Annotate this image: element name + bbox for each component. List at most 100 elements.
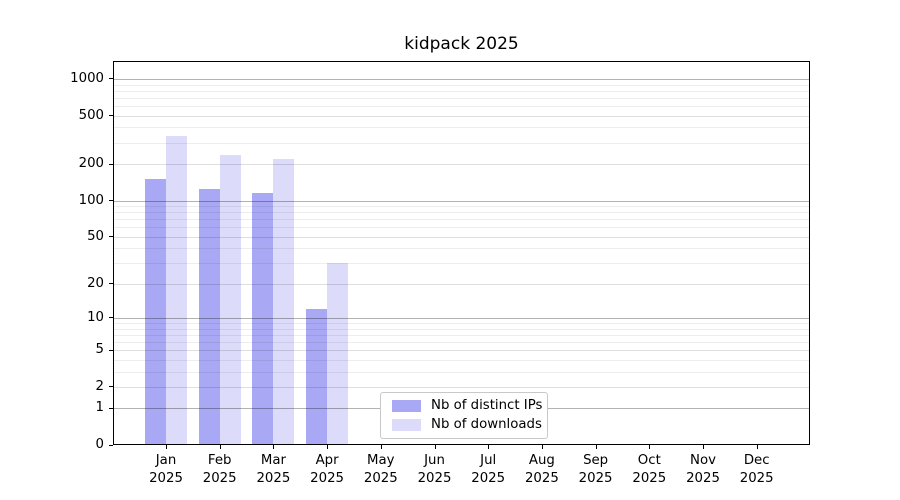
x-tick-month: May (367, 453, 395, 468)
x-tick-mark (380, 445, 382, 449)
x-tick-month: Feb (207, 453, 232, 468)
y-tick-label: 10 (87, 309, 104, 325)
gridline-minor (114, 341, 809, 343)
x-tick-label: Sep 2025 (564, 452, 628, 487)
y-tick-mark (109, 407, 113, 409)
gridline-minor (114, 334, 809, 336)
x-tick-mark (434, 445, 436, 449)
x-tick-year: 2025 (310, 470, 345, 486)
gridline-minor (114, 371, 809, 373)
y-tick-label: 5 (95, 342, 104, 358)
gridline-minor (114, 359, 809, 361)
y-tick-mark (109, 163, 113, 165)
x-tick-label: Jul 2025 (456, 452, 520, 487)
x-tick-label: Dec 2025 (725, 452, 789, 487)
bar-downloads (166, 136, 187, 444)
gridline (114, 283, 809, 285)
y-tick-label: 0 (95, 437, 104, 452)
x-tick-month: Apr (315, 453, 339, 468)
gridline-minor (114, 248, 809, 250)
x-tick-month: Jul (480, 453, 497, 468)
x-tick-month: Dec (743, 453, 770, 468)
bar-downloads (219, 155, 241, 444)
y-tick-mark (109, 444, 113, 446)
gridline (114, 236, 809, 238)
gridline (114, 115, 809, 117)
legend: Nb of distinct IPs Nb of downloads (380, 392, 548, 439)
gridline (114, 164, 809, 165)
y-tick-label: 100 (78, 192, 104, 208)
x-tick-label: Mar 2025 (241, 452, 305, 487)
x-tick-mark (756, 445, 758, 449)
gridline-minor (114, 106, 809, 107)
legend-row: Nb of downloads (388, 416, 542, 435)
y-tick-mark (109, 236, 113, 238)
x-tick-mark (649, 445, 651, 449)
gridline-minor (114, 227, 809, 229)
x-tick-year: 2025 (363, 470, 398, 486)
chart-title: kidpack 2025 (404, 34, 519, 54)
x-tick-month: Mar (260, 453, 286, 468)
x-tick-mark (703, 445, 704, 449)
y-tick-mark (109, 200, 113, 201)
x-tick-month: Jun (424, 453, 445, 468)
x-tick-mark (166, 445, 167, 449)
bar-distinct-ips (306, 309, 328, 444)
y-tick-label: 20 (87, 275, 104, 291)
y-tick-mark (109, 78, 113, 80)
x-tick-label: Aug 2025 (510, 452, 574, 487)
x-tick-label: May 2025 (349, 452, 413, 487)
gridline-minor (114, 206, 809, 207)
x-tick-mark (219, 445, 221, 449)
x-tick-year: 2025 (632, 470, 667, 486)
bar-distinct-ips (252, 193, 274, 444)
gridline (114, 350, 809, 352)
y-tick-label: 500 (78, 107, 104, 123)
x-tick-label: Apr 2025 (295, 452, 359, 487)
y-tick-mark (109, 317, 113, 319)
bar-distinct-ips (198, 189, 220, 444)
x-tick-label: Jan 2025 (134, 452, 198, 487)
x-tick-label: Nov 2025 (671, 452, 735, 487)
x-tick-label: Jun 2025 (403, 452, 467, 487)
x-tick-month: Aug (528, 453, 555, 468)
x-tick-mark (595, 445, 597, 449)
gridline-minor (114, 127, 809, 129)
x-tick-label: Feb 2025 (188, 452, 252, 487)
gridline-minor (114, 328, 809, 330)
gridline-major (114, 200, 809, 202)
x-tick-year: 2025 (149, 470, 183, 486)
x-tick-month: Jan (155, 453, 177, 468)
legend-swatch (392, 419, 421, 431)
gridline-minor (114, 84, 809, 86)
x-tick-year: 2025 (417, 470, 452, 486)
y-tick-label: 50 (87, 228, 104, 244)
gridline-major (114, 317, 809, 319)
gridline (114, 386, 809, 388)
bar-distinct-ips (145, 179, 166, 444)
legend-label: Nb of downloads (431, 417, 542, 432)
x-tick-mark (541, 445, 543, 449)
gridline-major (114, 78, 809, 80)
gridline-minor (114, 90, 809, 92)
x-tick-month: Sep (583, 453, 609, 468)
y-tick-label: 200 (78, 156, 104, 171)
x-tick-year: 2025 (471, 470, 506, 486)
y-tick-label: 1 (95, 400, 104, 416)
x-tick-mark (327, 445, 329, 449)
x-tick-year: 2025 (256, 470, 291, 486)
x-tick-month: Nov (690, 453, 716, 468)
y-tick-mark (109, 349, 113, 351)
gridline-minor (114, 323, 809, 324)
bar-downloads (327, 263, 349, 444)
gridline-minor (114, 219, 809, 221)
x-tick-year: 2025 (202, 470, 237, 486)
x-tick-year: 2025 (739, 470, 774, 486)
bar-downloads (273, 159, 295, 444)
legend-label: Nb of distinct IPs (431, 398, 543, 413)
legend-swatch (392, 400, 421, 412)
x-tick-label: Oct 2025 (617, 452, 681, 487)
gridline-minor (114, 97, 809, 99)
y-tick-mark (109, 386, 113, 388)
